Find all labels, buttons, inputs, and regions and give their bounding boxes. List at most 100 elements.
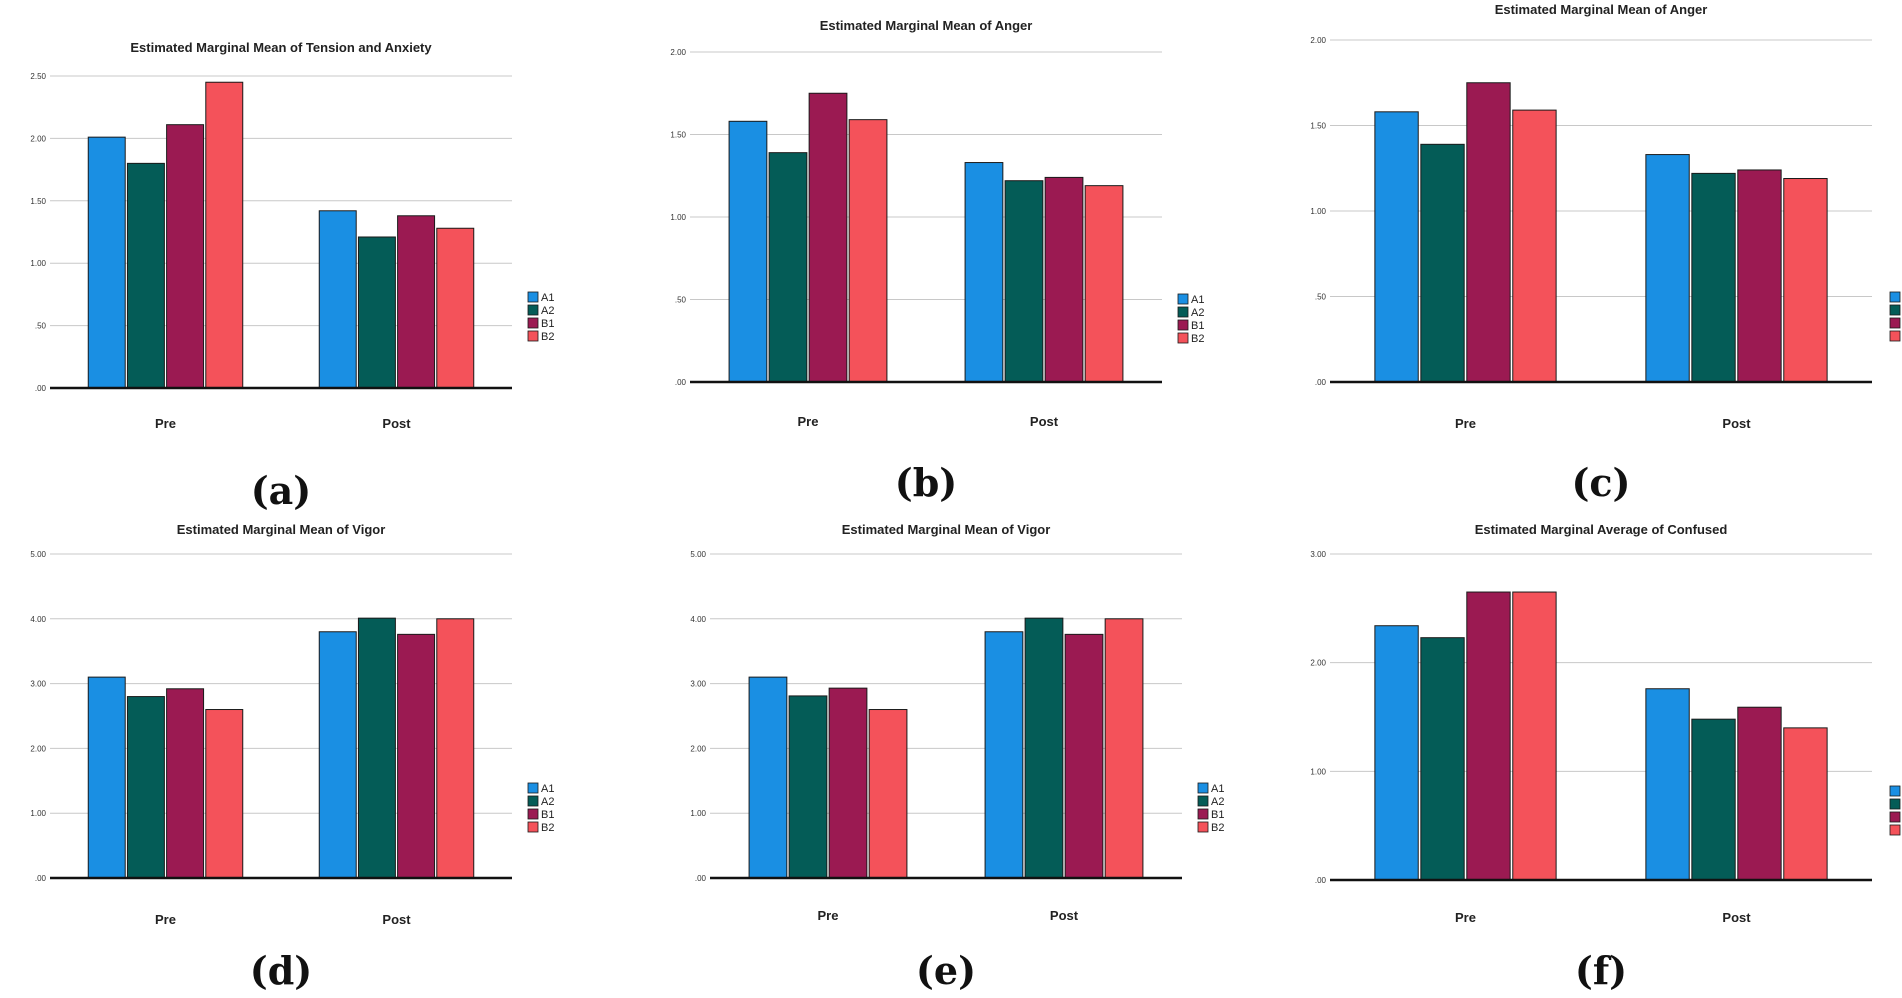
bar-a1-pre [728,120,768,383]
panel-label: (c) [1571,460,1631,505]
panel-label: (d) [249,948,313,993]
bar-a2-post [357,236,396,389]
bar-b2-post [436,227,475,389]
bar-a2-post [1691,718,1736,881]
panel-label: (a) [250,468,312,513]
bar-b1-pre [166,688,205,879]
chart-svg: .00 .50 1.00 1.50 2.00 2.50 Estimated Marginal… [30,40,554,431]
chart-panel: .00 .50 1.00 1.50 2.00 Estimated Marginal Mea… [1300,2,1902,510]
bar-b2-post [1783,727,1828,881]
x-category-label: Pre [1455,910,1476,925]
bar-b1-pre [828,687,868,879]
y-tick-label: 1.00 [1310,767,1326,776]
chart-title: Estimated Marginal Mean of Vigor [177,522,386,537]
legend-label: B2 [1191,333,1204,345]
x-category-label: Post [382,416,411,431]
chart-title: Estimated Marginal Mean of Anger [820,18,1033,33]
chart-svg: .00 .50 1.00 1.50 2.00 Estimated Marginal Mea… [670,18,1204,429]
x-category-label: Post [382,912,411,927]
bar-a2-pre [1420,637,1465,881]
bar-b1-post [397,215,436,389]
bar-a1-post [1645,154,1690,383]
y-tick-label: 1.00 [690,809,706,818]
legend-swatch [1889,291,1901,303]
bar-b2-pre [848,119,888,383]
bar-a2-pre [1420,143,1465,383]
bar-b1-post [1064,633,1104,879]
bar-a2-pre [126,696,165,879]
bar-a1-post [984,631,1024,879]
legend-label: B1 [541,318,554,330]
y-tick-label: .00 [1315,378,1327,387]
y-tick-label: 1.50 [30,197,46,206]
bar-b2-post [1084,185,1124,383]
y-tick-label: 2.00 [690,744,706,753]
legend-label: A2 [1211,796,1224,808]
y-tick-label: 5.00 [30,550,46,559]
y-tick-label: 1.50 [1310,122,1326,131]
chart-svg: .00 .50 1.00 1.50 2.00 Estimated Marginal Mea… [1310,2,1901,431]
y-tick-label: .00 [35,384,47,393]
bar-a2-pre [126,162,165,389]
bar-a2-post [357,617,396,879]
chart-panel: .00 1.00 2.00 3.00 4.00 5.00 Estimated Margina… [20,520,598,998]
y-tick-label: 2.00 [30,134,46,143]
legend-swatch [1889,798,1901,810]
legend-swatch [1889,785,1901,797]
legend-label: B1 [1191,320,1204,332]
legend-swatch [527,808,539,820]
legend-label: A1 [541,783,554,795]
legend-swatch [527,291,539,303]
bar-b2-pre [1512,109,1557,383]
chart-panel: .00 1.00 2.00 3.00 4.00 5.00 Estimated Margina… [680,520,1268,998]
bar-a1-pre [87,676,126,879]
legend-swatch [527,795,539,807]
chart-title: Estimated Marginal Mean of Anger [1495,2,1708,17]
bar-b2-pre [205,709,244,879]
legend-swatch [1889,317,1901,329]
legend-swatch [1177,306,1189,318]
y-tick-label: 1.00 [1310,207,1326,216]
legend-label: B2 [1211,822,1224,834]
y-tick-label: 1.00 [30,259,46,268]
x-category-label: Post [1722,416,1751,431]
legend-swatch [1889,330,1901,342]
legend-swatch [1177,293,1189,305]
bar-a1-pre [1374,111,1419,383]
legend-label: A1 [541,292,554,304]
legend-label: B1 [1211,809,1224,821]
bar-b1-pre [808,92,848,383]
bar-a1-pre [748,676,788,879]
bar-b2-post [436,618,475,879]
bar-a1-pre [87,136,126,389]
legend-label: A2 [541,796,554,808]
y-tick-label: .00 [1315,876,1327,885]
bar-b1-pre [1466,82,1511,383]
legend-label: B2 [541,822,554,834]
legend-swatch [1889,304,1901,316]
chart-panel: .00 .50 1.00 1.50 2.00 2.50 Estimated Marginal… [20,30,598,518]
x-category-label: Pre [1455,416,1476,431]
bar-a2-post [1024,617,1064,879]
bar-b2-pre [1512,591,1557,881]
legend-swatch [1197,795,1209,807]
legend-label: A2 [541,305,554,317]
legend-swatch [527,317,539,329]
y-tick-label: 2.00 [670,48,686,57]
legend-swatch [1197,821,1209,833]
panel-label: (f) [1574,948,1628,993]
chart-svg: .00 1.00 2.00 3.00 4.00 5.00 Estimated Margina… [30,522,554,927]
y-tick-label: 2.00 [1310,659,1326,668]
x-category-label: Pre [155,416,176,431]
legend-swatch [1889,811,1901,823]
panel-label: (b) [894,460,958,505]
bar-a2-post [1004,180,1044,383]
legend-swatch [527,330,539,342]
bar-a1-post [1645,688,1690,881]
bar-b2-pre [205,81,244,389]
legend-swatch [527,821,539,833]
y-tick-label: 3.00 [690,680,706,689]
bar-b1-post [1044,176,1084,383]
legend-label: B2 [541,331,554,343]
bar-b2-post [1783,178,1828,383]
